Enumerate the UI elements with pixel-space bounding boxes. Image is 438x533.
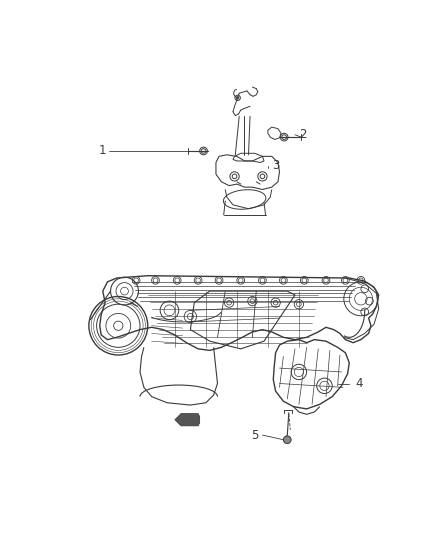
Text: 3: 3 (272, 159, 279, 172)
Text: 5: 5 (251, 429, 258, 442)
Text: 4: 4 (356, 377, 363, 390)
Text: 1: 1 (99, 144, 106, 157)
Polygon shape (175, 414, 200, 426)
Text: 2: 2 (299, 128, 307, 141)
Circle shape (283, 436, 291, 443)
